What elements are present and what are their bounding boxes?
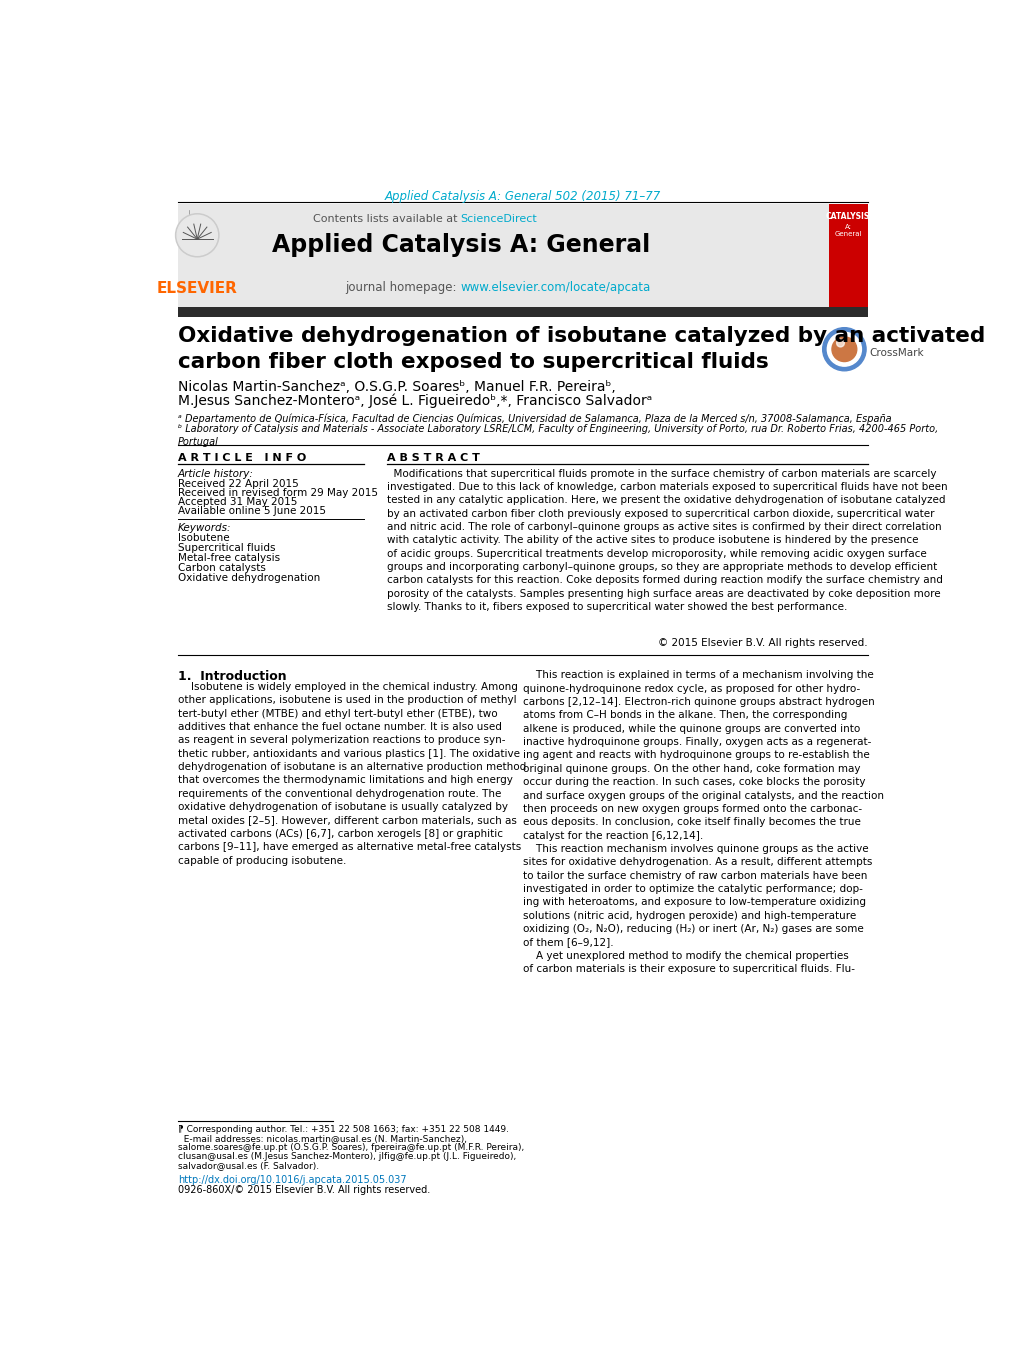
Text: http://dx.doi.org/10.1016/j.apcata.2015.05.037: http://dx.doi.org/10.1016/j.apcata.2015.… xyxy=(177,1175,407,1185)
Text: salvador@usal.es (F. Salvador).: salvador@usal.es (F. Salvador). xyxy=(177,1162,319,1170)
Text: This reaction is explained in terms of a mechanism involving the
quinone-hydroqu: This reaction is explained in terms of a… xyxy=(522,670,882,974)
Circle shape xyxy=(826,332,861,366)
Text: © 2015 Elsevier B.V. All rights reserved.: © 2015 Elsevier B.V. All rights reserved… xyxy=(657,638,867,648)
Text: E-mail addresses: nicolas.martin@usal.es (N. Martin-Sanchez),: E-mail addresses: nicolas.martin@usal.es… xyxy=(177,1133,467,1143)
Text: clusan@usal.es (M.Jesus Sanchez-Montero), jlfig@fe.up.pt (J.L. Figueiredo),: clusan@usal.es (M.Jesus Sanchez-Montero)… xyxy=(177,1152,516,1162)
Text: Nicolas Martin-Sanchezᵃ, O.S.G.P. Soaresᵇ, Manuel F.R. Pereiraᵇ,: Nicolas Martin-Sanchezᵃ, O.S.G.P. Soares… xyxy=(177,380,615,394)
Text: Isobutene is widely employed in the chemical industry. Among
other applications,: Isobutene is widely employed in the chem… xyxy=(177,682,526,866)
Text: 0926-860X/© 2015 Elsevier B.V. All rights reserved.: 0926-860X/© 2015 Elsevier B.V. All right… xyxy=(177,1185,430,1194)
Text: Modifications that supercritical fluids promote in the surface chemistry of carb: Modifications that supercritical fluids … xyxy=(387,469,947,612)
Text: salome.soares@fe.up.pt (O.S.G.P. Soares), fpereira@fe.up.pt (M.F.R. Pereira),: salome.soares@fe.up.pt (O.S.G.P. Soares)… xyxy=(177,1143,524,1152)
Text: A:: A: xyxy=(844,224,851,230)
Text: Oxidative dehydrogenation of isobutane catalyzed by an activated
carbon fiber cl: Oxidative dehydrogenation of isobutane c… xyxy=(177,326,984,372)
Text: Carbon catalysts: Carbon catalysts xyxy=(177,563,266,573)
Circle shape xyxy=(175,213,219,257)
Bar xyxy=(828,204,867,308)
Text: Isobutene: Isobutene xyxy=(177,534,229,543)
Text: CATALYSIS: CATALYSIS xyxy=(825,212,869,222)
Text: Applied Catalysis A: General 502 (2015) 71–77: Applied Catalysis A: General 502 (2015) … xyxy=(384,190,660,203)
Text: Metal-free catalysis: Metal-free catalysis xyxy=(177,554,280,563)
Text: www.elsevier.com/locate/apcata: www.elsevier.com/locate/apcata xyxy=(461,281,650,295)
Text: Received in revised form 29 May 2015: Received in revised form 29 May 2015 xyxy=(177,488,377,497)
Text: Keywords:: Keywords: xyxy=(177,523,231,534)
Circle shape xyxy=(822,328,865,370)
Text: Received 22 April 2015: Received 22 April 2015 xyxy=(177,478,299,489)
Text: CrossMark: CrossMark xyxy=(868,349,923,358)
Text: ScienceDirect: ScienceDirect xyxy=(461,215,537,224)
Text: General: General xyxy=(834,231,861,238)
Text: Oxidative dehydrogenation: Oxidative dehydrogenation xyxy=(177,573,320,584)
Text: ᵃ Departamento de Química-Física, Facultad de Ciencias Químicas, Universidad de : ᵃ Departamento de Química-Física, Facult… xyxy=(177,413,891,424)
Text: Article history:: Article history: xyxy=(177,469,254,478)
Text: ᵇ Laboratory of Catalysis and Materials - Associate Laboratory LSRE/LCM, Faculty: ᵇ Laboratory of Catalysis and Materials … xyxy=(177,424,937,447)
Bar xyxy=(177,204,867,308)
Text: A B S T R A C T: A B S T R A C T xyxy=(387,453,480,463)
Circle shape xyxy=(836,339,844,347)
Text: Available online 5 June 2015: Available online 5 June 2015 xyxy=(177,507,325,516)
Circle shape xyxy=(177,215,217,255)
Text: Applied Catalysis A: General: Applied Catalysis A: General xyxy=(271,232,649,257)
Bar xyxy=(177,307,867,317)
Text: 1.  Introduction: 1. Introduction xyxy=(177,670,286,684)
Text: ⁋ Corresponding author. Tel.: +351 22 508 1663; fax: +351 22 508 1449.: ⁋ Corresponding author. Tel.: +351 22 50… xyxy=(177,1124,508,1133)
Text: Contents lists available at: Contents lists available at xyxy=(313,215,461,224)
Text: A R T I C L E   I N F O: A R T I C L E I N F O xyxy=(177,453,306,463)
Circle shape xyxy=(832,336,856,362)
Text: journal homepage:: journal homepage: xyxy=(345,281,461,295)
Text: Supercritical fluids: Supercritical fluids xyxy=(177,543,275,554)
Text: ELSEVIER: ELSEVIER xyxy=(157,281,237,296)
Text: Accepted 31 May 2015: Accepted 31 May 2015 xyxy=(177,497,297,507)
Text: M.Jesus Sanchez-Monteroᵃ, José L. Figueiredoᵇ,*, Francisco Salvadorᵃ: M.Jesus Sanchez-Monteroᵃ, José L. Figuei… xyxy=(177,393,651,408)
